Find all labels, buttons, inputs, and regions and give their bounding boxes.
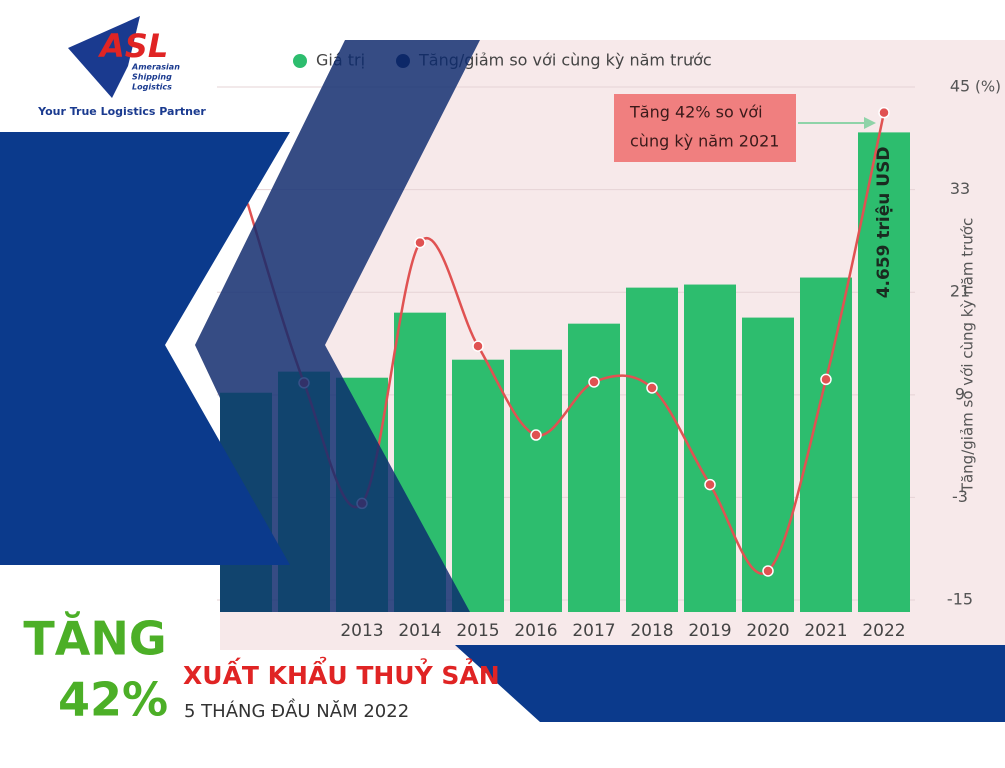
point	[472, 340, 484, 352]
left-block	[0, 132, 290, 565]
point	[704, 478, 716, 491]
x-tick-label: 2017	[572, 621, 615, 641]
headline-title: XUẤT KHẨU THUỶ SẢN	[183, 656, 500, 690]
logo-name: Amerasian	[131, 63, 180, 72]
x-tick-label: 2022	[862, 621, 905, 641]
bottom-band	[455, 645, 1005, 722]
point	[588, 376, 600, 388]
legend-label: Tăng/giảm so với cùng kỳ năm trước	[418, 51, 712, 70]
bar	[510, 349, 562, 612]
x-tick-label: 2016	[514, 621, 557, 641]
logo-name: Logistics	[132, 83, 172, 92]
y2-tick-label: 9	[955, 384, 965, 403]
logo: ASL Amerasian Shipping Logistics Your Tr…	[37, 16, 206, 118]
x-tick-label: 2019	[688, 621, 731, 641]
bar	[626, 287, 678, 612]
y2-tick-label: 45	[950, 77, 970, 96]
x-tick-label: 2014	[398, 621, 441, 641]
y2-tick-label: 21	[950, 282, 970, 301]
y2-axis-title: Tăng/giảm so với cùng kỳ năm trước	[959, 218, 977, 493]
point	[878, 106, 890, 119]
legend-marker	[293, 54, 307, 68]
point	[820, 373, 832, 386]
logo-shape	[68, 16, 140, 98]
y2-tick-label: -3	[952, 487, 968, 506]
logo-mark: ASL	[97, 27, 168, 65]
annotation-text: cùng kỳ năm 2021	[630, 132, 779, 151]
x-tick-label: 2013	[340, 621, 383, 641]
annotation-arrowhead	[864, 117, 876, 129]
point	[530, 429, 542, 441]
headline-big: TĂNG	[23, 611, 166, 666]
headline-subtitle: 5 THÁNG ĐẦU NĂM 2022	[184, 698, 409, 722]
x-tick-label: 2020	[746, 621, 789, 641]
x-tick-label: 2018	[630, 621, 673, 641]
logo-tagline: Your True Logistics Partner	[37, 105, 206, 118]
point	[762, 565, 774, 577]
bar	[742, 317, 794, 612]
annotation-text: Tăng 42% so với	[629, 103, 763, 122]
bar	[684, 284, 736, 612]
chevron-overlay	[195, 40, 480, 612]
x-tick-label: 2021	[804, 621, 847, 641]
bar	[800, 277, 852, 612]
bar	[858, 132, 910, 612]
x-tick-label: 2015	[456, 621, 499, 641]
point	[414, 236, 426, 249]
point	[646, 382, 658, 394]
annotation-box	[614, 94, 796, 162]
y2-unit: (%)	[975, 78, 1001, 96]
y2-tick-label: -15	[947, 590, 973, 609]
headline-big: 42%	[58, 673, 168, 727]
y2-tick-label: 33	[950, 179, 970, 198]
bar	[568, 323, 620, 612]
logo-name: Shipping	[132, 73, 172, 82]
bar	[452, 359, 504, 612]
value-label: 4.659 triệu USD	[874, 147, 894, 299]
